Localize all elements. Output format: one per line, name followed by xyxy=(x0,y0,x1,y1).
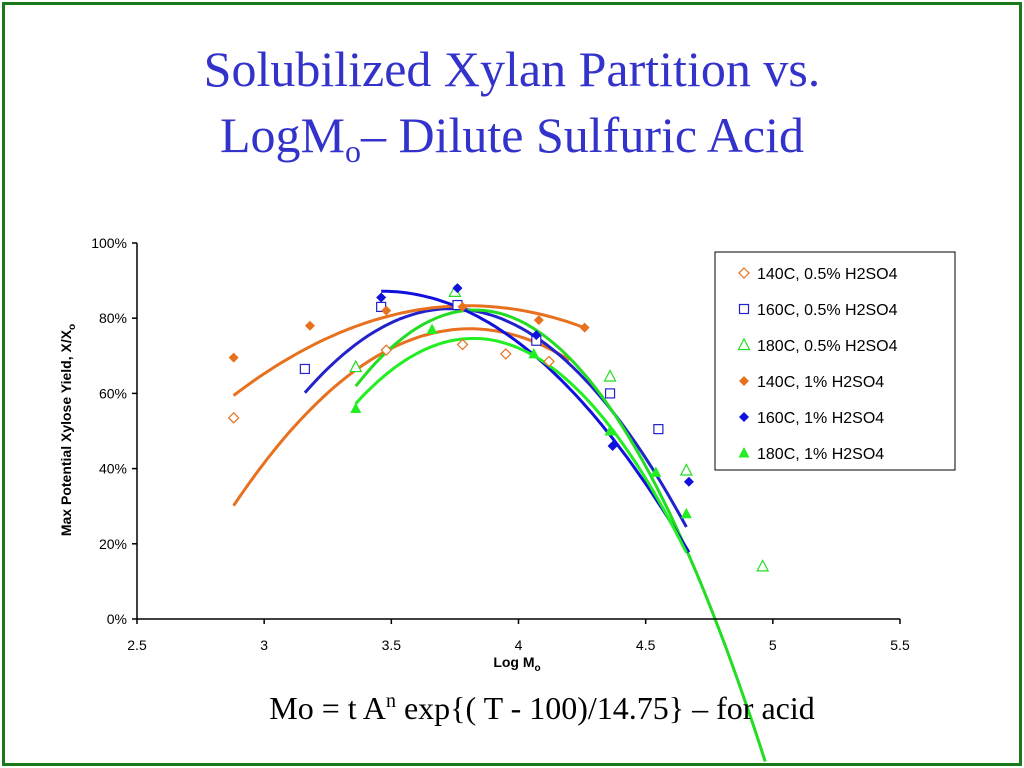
x-axis-label: Log Mo xyxy=(493,654,540,674)
legend-entry-3: 180C, 0.5% H2SO4 xyxy=(757,338,898,355)
y-tick-label: 0% xyxy=(107,611,127,627)
data-point-s5-1 xyxy=(376,292,387,303)
data-point-s6-4 xyxy=(604,425,616,436)
data-point-s5-3 xyxy=(531,330,542,341)
y-axis-label: Max Potential Xylose Yield, X/Xo xyxy=(58,324,78,536)
x-tick-label: 5 xyxy=(769,637,777,653)
data-point-s1-3 xyxy=(456,338,469,351)
data-point-s1-5 xyxy=(543,355,555,368)
title-line-2-pre: LogM xyxy=(220,107,345,163)
fit-curve-3 xyxy=(354,308,767,762)
legend-marker-1 xyxy=(738,267,750,279)
data-point-s6-6 xyxy=(680,507,692,519)
data-point-s4-6 xyxy=(579,322,590,333)
legend-entry-4: 140C, 1% H2SO4 xyxy=(757,374,884,391)
formula-sup: n xyxy=(385,690,396,712)
legend: 140C, 0.5% H2SO4 160C, 0.5% H2SO4 180C, 0.… xyxy=(714,251,956,471)
legend-entry-2: 160C, 0.5% H2SO4 xyxy=(757,302,898,319)
data-point-s5-5 xyxy=(683,476,694,487)
legend-entry-6: 180C, 1% H2SO4 xyxy=(757,446,884,463)
data-point-s2-6 xyxy=(653,424,664,435)
x-tick-label: 5.5 xyxy=(890,637,910,653)
title-line-1: Solubilized Xylan Partition vs. xyxy=(203,41,821,97)
data-point-s1-2 xyxy=(380,344,393,357)
data-point-s2-1 xyxy=(299,363,310,375)
x-tick-label: 3 xyxy=(260,637,268,653)
legend-marker-5 xyxy=(739,412,749,422)
x-tick-label: 4 xyxy=(515,637,523,653)
data-point-s6-2 xyxy=(426,323,438,334)
x-tick-label: 2.5 xyxy=(127,637,147,653)
title-line-2: LogMo– Dilute Sulfuric Acid xyxy=(0,102,1024,168)
data-point-s3-5 xyxy=(756,559,770,572)
slide-title: Solubilized Xylan Partition vs. LogMo– D… xyxy=(0,36,1024,168)
y-tick-label: 100% xyxy=(91,235,127,251)
legend-marker-6 xyxy=(738,447,750,458)
y-tick-label: 80% xyxy=(99,310,127,326)
legend-entry-5: 160C, 1% H2SO4 xyxy=(757,410,884,427)
data-point-s3-1 xyxy=(349,359,363,373)
formula-pre: Mo = t A xyxy=(269,690,386,726)
legend-marker-2 xyxy=(738,303,750,315)
data-point-s1-1 xyxy=(227,411,240,424)
data-point-s4-3 xyxy=(381,305,392,316)
x-tick-label: 3.5 xyxy=(382,637,402,653)
title-line-2-sub: o xyxy=(345,133,361,169)
fit-curve-1 xyxy=(232,327,571,507)
x-tick-label: 4.5 xyxy=(636,637,656,653)
formula-post: exp{( T - 100)/14.75} – for acid xyxy=(395,690,815,726)
title-line-2-post: – Dilute Sulfuric Acid xyxy=(361,107,804,163)
data-point-s4-1 xyxy=(228,352,239,363)
data-point-s1-4 xyxy=(499,348,512,360)
legend-entry-1: 140C, 0.5% H2SO4 xyxy=(757,266,898,283)
fit-curve-4 xyxy=(232,304,586,397)
data-point-s4-5 xyxy=(533,315,544,326)
formula: Mo = t An exp{( T - 100)/14.75} – for ac… xyxy=(0,690,1024,727)
data-point-s6-1 xyxy=(350,402,362,413)
y-tick-label: 40% xyxy=(99,461,127,477)
data-point-s3-3 xyxy=(603,369,617,382)
data-point-s6-3 xyxy=(528,347,540,359)
fit-curve-6 xyxy=(354,337,688,554)
data-point-s2-5 xyxy=(604,388,616,399)
data-point-s6-5 xyxy=(650,466,662,477)
legend-marker-3 xyxy=(737,337,751,351)
data-point-s4-4 xyxy=(457,301,468,312)
data-point-s3-4 xyxy=(679,463,693,476)
data-point-s5-2 xyxy=(452,283,463,294)
legend-box xyxy=(714,251,956,471)
data-point-s4-2 xyxy=(304,320,315,331)
data-markers xyxy=(227,283,770,572)
y-tick-label: 20% xyxy=(99,536,127,552)
data-point-s5-4 xyxy=(607,441,618,452)
axes: 0% 20% 40% 60% 80% 100% 2.5 3 3.5 4 4.5 5 5.5 Log Mo M… xyxy=(58,235,910,674)
legend-marker-4 xyxy=(739,376,749,386)
y-tick-label: 60% xyxy=(99,385,127,401)
